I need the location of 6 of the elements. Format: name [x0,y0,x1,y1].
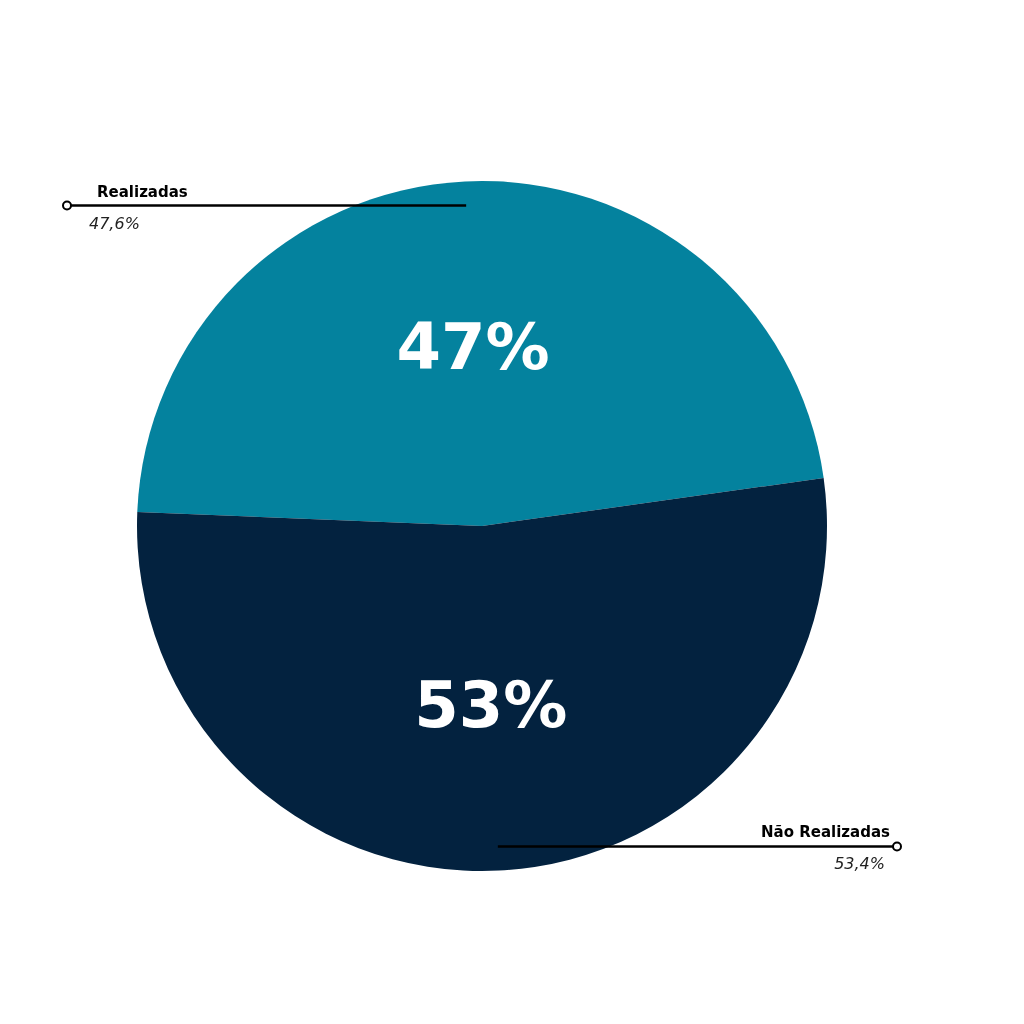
data-label: 47,6% [89,213,140,233]
slice-label: Não Realizadas [761,823,891,842]
text: 47% [396,309,550,384]
text: 53% [414,668,568,743]
data-label: 53,4% [834,854,885,874]
slice-label: Realizadas [97,182,188,201]
